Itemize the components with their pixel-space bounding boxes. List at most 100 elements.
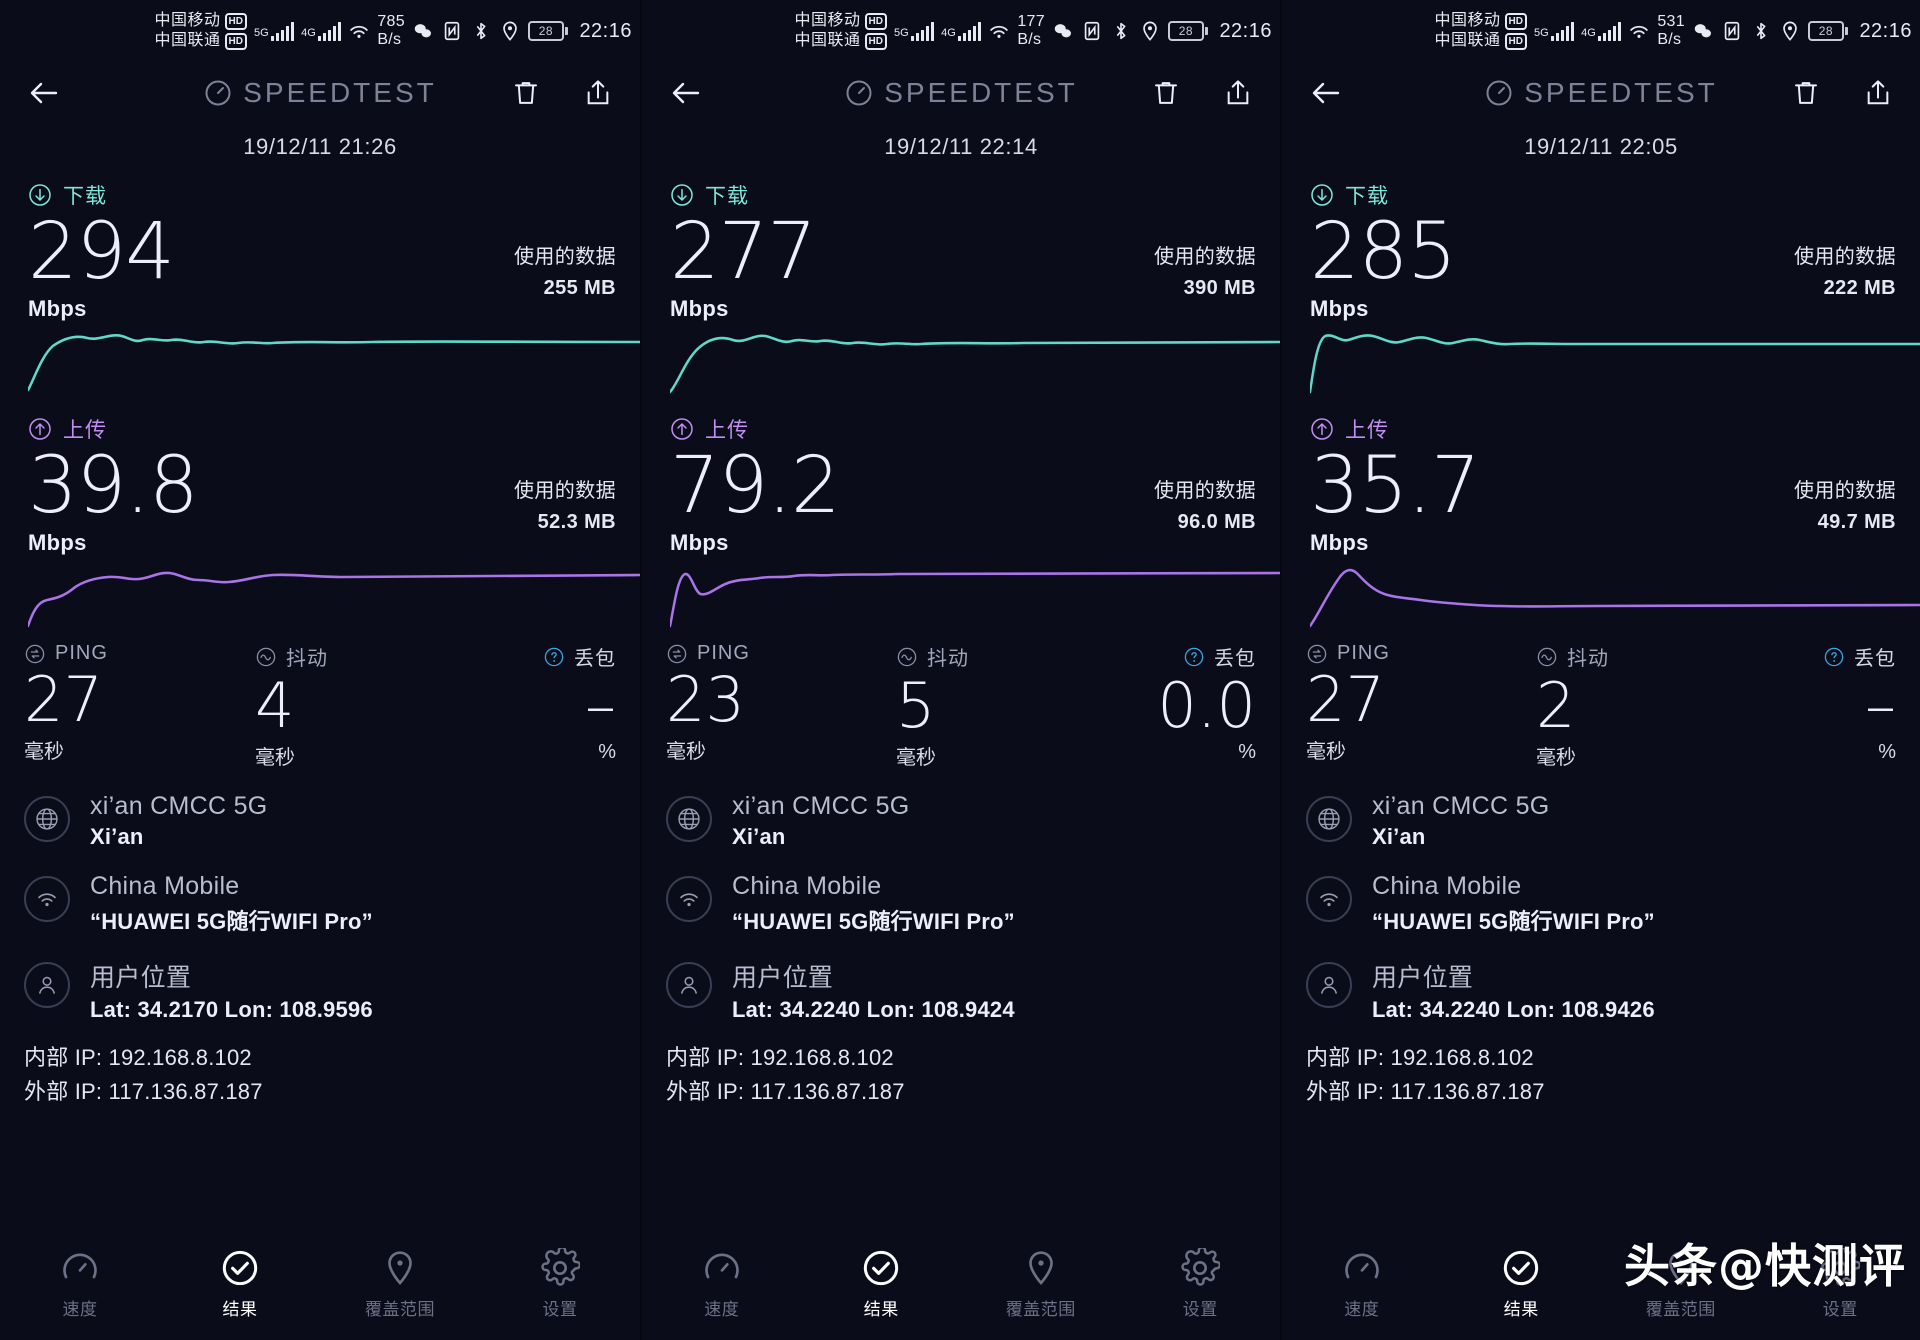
jitter-value: 4 [255, 669, 295, 742]
network-speed-value: 785 [377, 13, 405, 30]
jitter-icon [1537, 647, 1557, 666]
help-circle-icon[interactable] [1823, 646, 1845, 668]
trash-icon[interactable] [510, 77, 542, 109]
tab-settings[interactable]: 设置 [1121, 1248, 1281, 1320]
carrier-secondary-label: 中国联通 [154, 32, 221, 49]
jitter-unit: 毫秒 [896, 747, 936, 769]
battery-level-text: 28 [1807, 21, 1844, 41]
nfc-icon [1084, 21, 1100, 41]
ping-unit: 毫秒 [24, 741, 64, 763]
ping-icon [1307, 644, 1327, 663]
wifi-icon [1306, 876, 1352, 922]
hd-badge: HD [1504, 32, 1527, 50]
upload-label: 上传 [63, 419, 107, 442]
share-icon[interactable] [1862, 77, 1894, 109]
gear-icon [541, 1248, 580, 1286]
server-row[interactable]: xi’an CMCC 5G Xi’an [1306, 792, 1896, 850]
data-used-value: 390 MB [1183, 277, 1256, 299]
download-data-used: 使用的数据 255 MB [514, 242, 616, 304]
tab-settings[interactable]: 设置 [480, 1248, 640, 1320]
tab-coverage[interactable]: 覆盖范围 [1601, 1248, 1761, 1320]
user-location-row[interactable]: 用户位置 Lat: 34.2240 Lon: 108.9426 [1306, 958, 1896, 1023]
test-timestamp: 19/12/11 22:14 [884, 134, 1038, 159]
internal-ip-row: 内部 IP: 192.168.8.102 [1306, 1041, 1896, 1075]
jitter-label: 抖动 [927, 648, 969, 670]
tab-speed[interactable]: 速度 [1282, 1248, 1442, 1320]
user-location-label: 用户位置 [90, 964, 192, 992]
packet-loss-label: 丢包 [1854, 648, 1896, 670]
user-location-row[interactable]: 用户位置 Lat: 34.2170 Lon: 108.9596 [24, 958, 616, 1023]
tab-results[interactable]: 结果 [160, 1248, 320, 1320]
packet-loss-label: 丢包 [1214, 648, 1256, 670]
latency-row: PING 27 毫秒 抖动 2 毫秒 丢包 – % [1282, 642, 1920, 770]
latency-row: PING 23 毫秒 抖动 5 毫秒 丢包 0.0 % [642, 642, 1280, 770]
tab-label: 覆盖范围 [1645, 1300, 1716, 1319]
network-speed-value: 177 [1017, 13, 1045, 30]
jitter-unit: 毫秒 [1536, 747, 1576, 769]
hd-badge: HD [1504, 12, 1527, 30]
tab-label: 速度 [1344, 1300, 1380, 1319]
wifi-icon [1630, 25, 1649, 38]
user-location-label: 用户位置 [1372, 964, 1474, 992]
watermark: 头条@快测评 [1624, 1239, 1906, 1293]
data-used-label: 使用的数据 [1154, 246, 1256, 268]
tab-label: 结果 [222, 1300, 258, 1319]
external-ip-label: 外部 IP: [24, 1079, 103, 1104]
globe-icon [24, 796, 70, 842]
ping-value: 23 [666, 663, 745, 736]
back-arrow-icon[interactable] [1308, 75, 1344, 111]
person-icon [666, 962, 712, 1008]
gear-icon [1181, 1248, 1221, 1286]
tab-results[interactable]: 结果 [1442, 1248, 1602, 1320]
ping-cell: PING 23 毫秒 [666, 642, 896, 770]
download-arrow-icon [29, 184, 51, 206]
phone-screen-panel-3: 中国移动 HD 中国联通 HD 5G 4G 531 B/s [1280, 0, 1920, 1340]
app-title: SPEEDTEST [0, 62, 640, 124]
tab-speed[interactable]: 速度 [0, 1248, 160, 1320]
network-speed-indicator: 785 B/s [377, 13, 405, 49]
server-row[interactable]: xi’an CMCC 5G Xi’an [24, 792, 616, 850]
isp-row[interactable]: China Mobile “HUAWEI 5G随行WIFI Pro” [1306, 872, 1896, 936]
packet-loss-cell: 丢包 0.0 % [1126, 642, 1256, 770]
speedometer-icon [1344, 1253, 1379, 1279]
back-arrow-icon[interactable] [26, 75, 62, 111]
trash-icon[interactable] [1790, 77, 1822, 109]
isp-row[interactable]: China Mobile “HUAWEI 5G随行WIFI Pro” [24, 872, 616, 936]
tab-speed[interactable]: 速度 [642, 1248, 802, 1320]
share-icon[interactable] [1222, 77, 1254, 109]
jitter-icon [897, 647, 917, 666]
tab-label: 设置 [542, 1300, 578, 1319]
help-circle-icon[interactable] [1183, 646, 1205, 668]
isp-row[interactable]: China Mobile “HUAWEI 5G随行WIFI Pro” [666, 872, 1256, 936]
tab-settings[interactable]: 设置 [1761, 1248, 1920, 1320]
internal-ip-row: 内部 IP: 192.168.8.102 [24, 1041, 616, 1075]
system-clock: 22:16 [1219, 19, 1272, 42]
external-ip-label: 外部 IP: [1306, 1079, 1385, 1104]
tab-label: 覆盖范围 [365, 1300, 435, 1319]
data-used-value: 255 MB [543, 277, 616, 299]
download-data-used: 使用的数据 390 MB [1154, 242, 1256, 304]
tab-coverage[interactable]: 覆盖范围 [961, 1248, 1121, 1320]
internal-ip-row: 内部 IP: 192.168.8.102 [666, 1041, 1256, 1075]
upload-arrow-icon [29, 418, 51, 440]
trash-icon[interactable] [1150, 77, 1182, 109]
tab-label: 速度 [704, 1300, 740, 1319]
ip-addresses: 内部 IP: 192.168.8.102 外部 IP: 117.136.87.1… [0, 1041, 640, 1109]
help-circle-icon[interactable] [543, 646, 565, 668]
share-icon[interactable] [582, 77, 614, 109]
server-row[interactable]: xi’an CMCC 5G Xi’an [666, 792, 1256, 850]
user-location-row[interactable]: 用户位置 Lat: 34.2240 Lon: 108.9424 [666, 958, 1256, 1023]
data-used-value: 49.7 MB [1817, 511, 1896, 533]
back-arrow-icon[interactable] [668, 75, 704, 111]
server-city: Xi’an [1372, 824, 1426, 849]
nfc-icon [1724, 21, 1740, 41]
download-graph [670, 334, 1280, 394]
tab-coverage[interactable]: 覆盖范围 [320, 1248, 480, 1320]
status-bar: 中国移动 HD 中国联通 HD 5G 4G 177 B/s [642, 0, 1280, 62]
internal-ip-value: 192.168.8.102 [750, 1045, 894, 1070]
carrier-labels: 中国移动 HD 中国联通 HD [154, 11, 247, 51]
speedometer-icon [63, 1253, 97, 1279]
tab-results[interactable]: 结果 [802, 1248, 962, 1320]
internal-ip-value: 192.168.8.102 [108, 1045, 252, 1070]
network-speed-unit: B/s [1017, 31, 1042, 48]
